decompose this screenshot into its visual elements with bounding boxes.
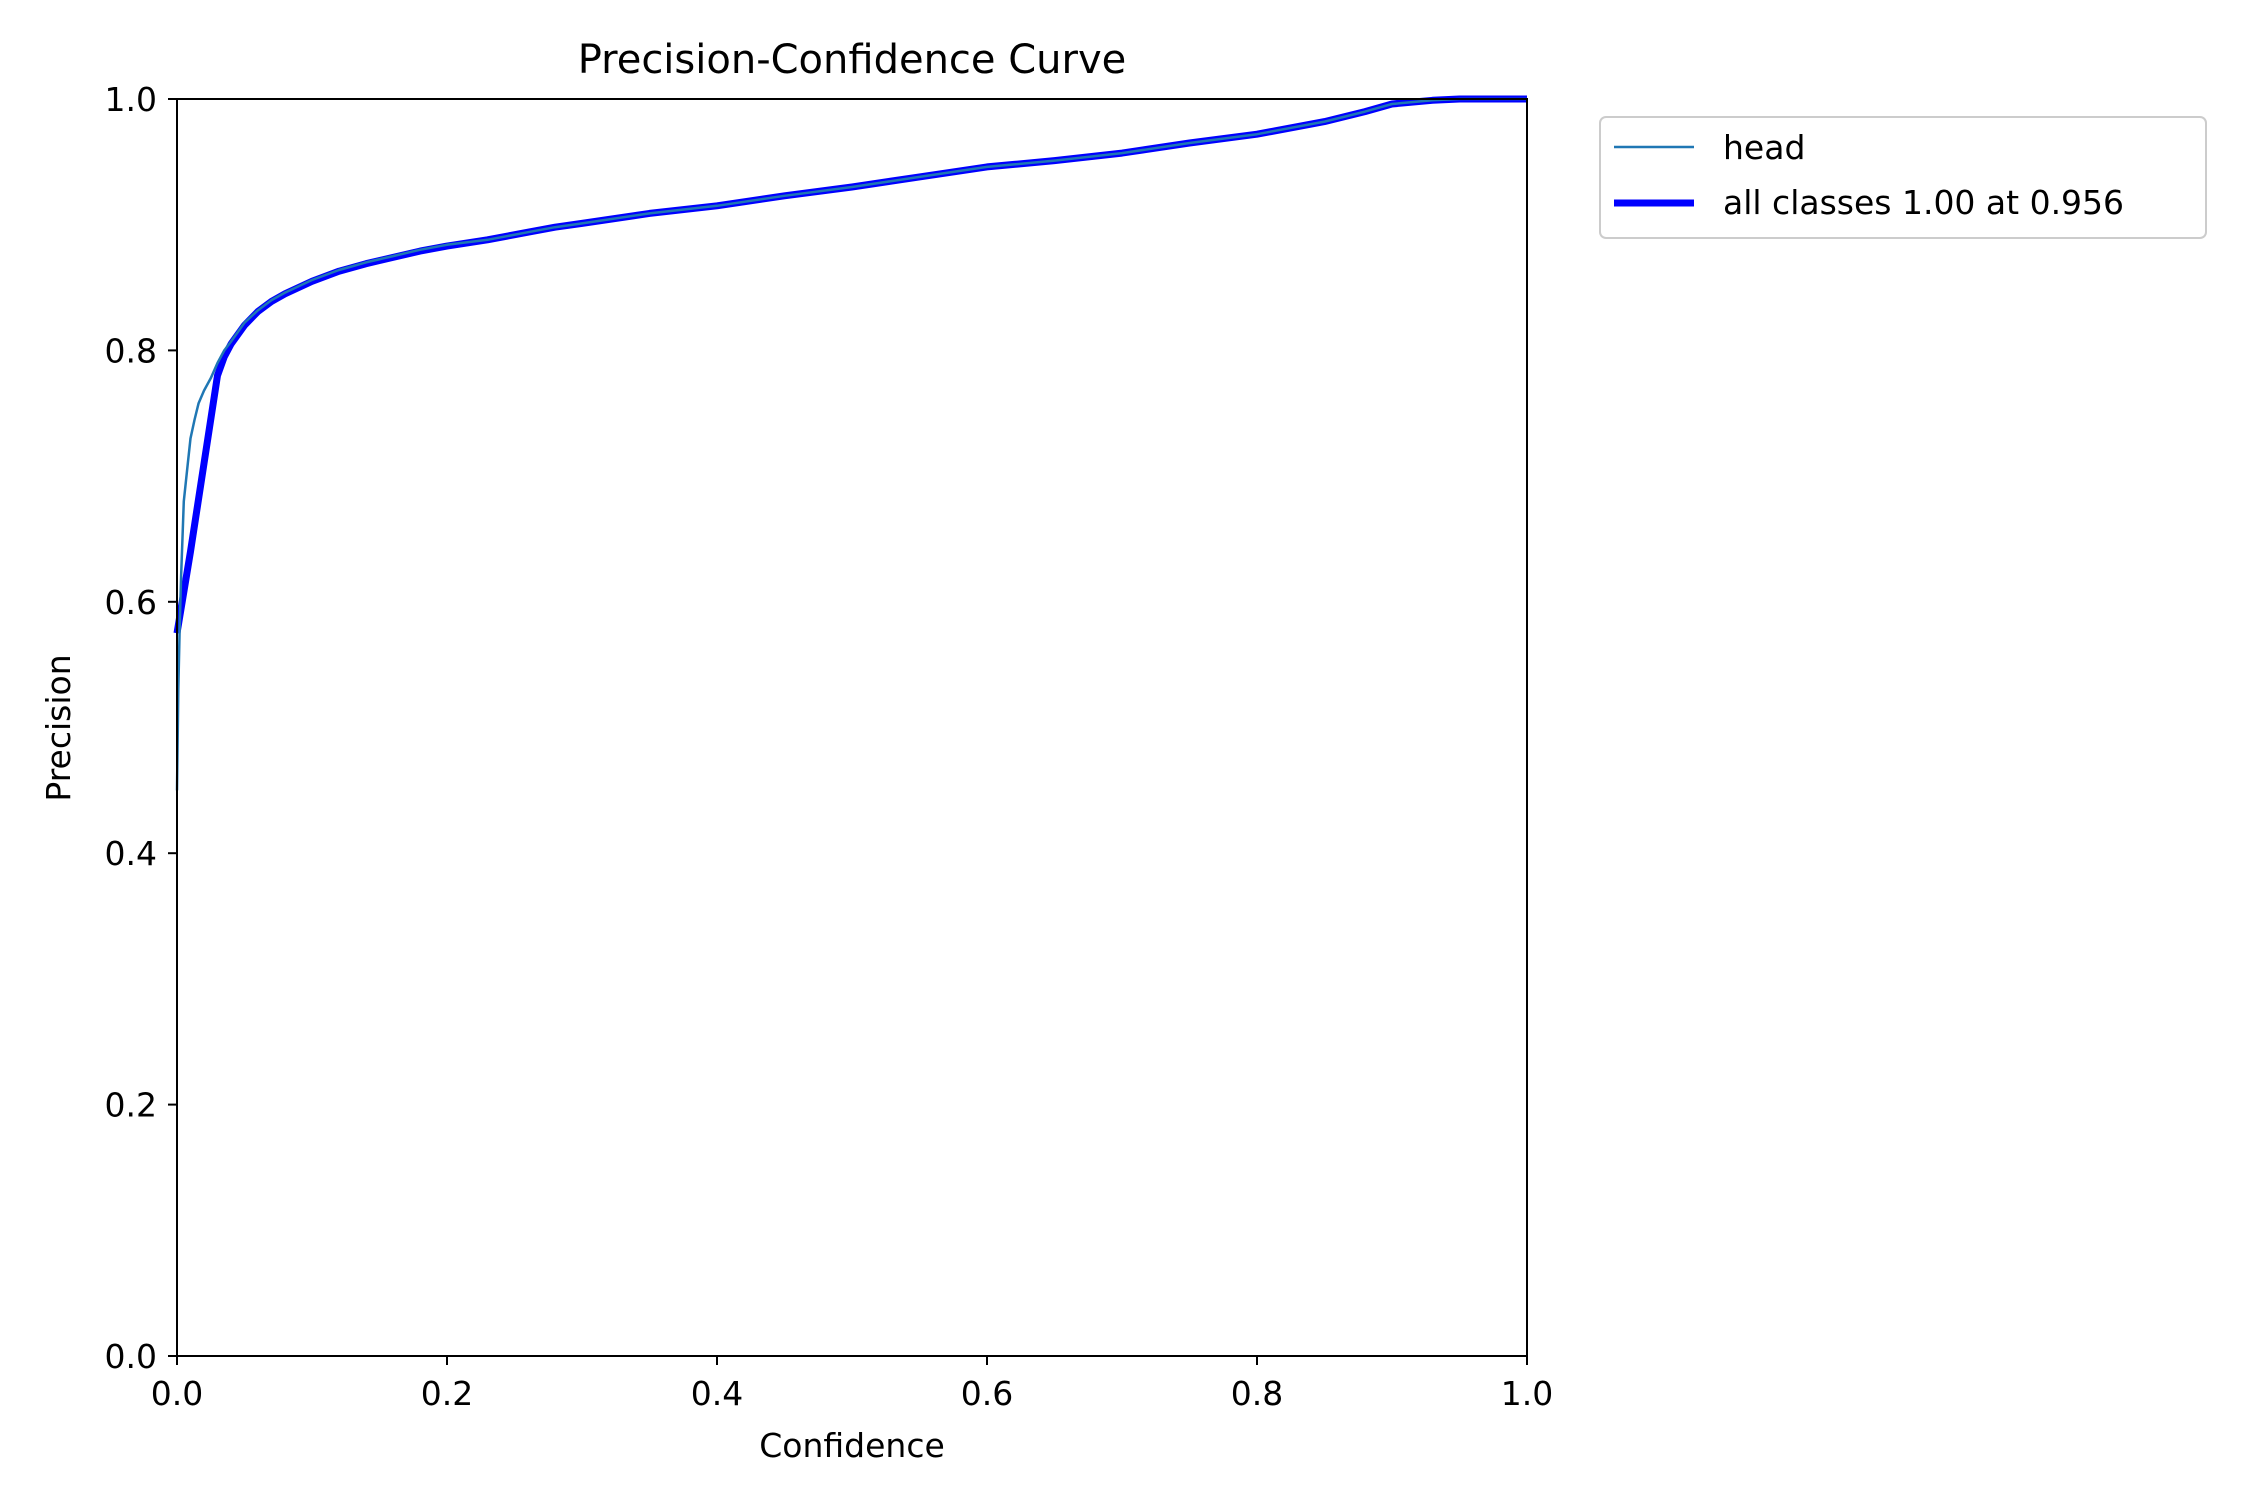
x-tick-label: 0.6 <box>961 1374 1013 1413</box>
y-tick-label: 0.0 <box>105 1337 157 1376</box>
tick-layer: 0.0 0.2 0.4 0.6 0.8 1.0 0.0 0.2 0.4 0.6 0.8 1.0 <box>105 80 1554 1413</box>
legend-label-head: head <box>1723 128 1805 167</box>
y-tick-label: 0.4 <box>105 834 157 873</box>
y-tick-label: 1.0 <box>105 80 157 119</box>
x-tick-label: 0.2 <box>421 1374 473 1413</box>
y-tick-label: 0.8 <box>105 331 157 370</box>
chart-title: Precision-Confidence Curve <box>578 37 1127 83</box>
series-layer <box>173 95 1527 791</box>
x-axis-label: Confidence <box>759 1426 945 1465</box>
x-tick-label: 0.4 <box>691 1374 743 1413</box>
plot-frame <box>176 98 1528 1357</box>
y-tick-label: 0.2 <box>105 1086 157 1125</box>
legend: head all classes 1.00 at 0.956 <box>1599 116 2207 239</box>
x-tick-label: 0.0 <box>151 1374 203 1413</box>
series-line-1 <box>173 95 1527 634</box>
x-tick-label: 0.8 <box>1231 1374 1283 1413</box>
legend-frame <box>1599 116 2207 239</box>
x-tick-label: 1.0 <box>1501 1374 1553 1413</box>
y-tick-label: 0.6 <box>105 583 157 622</box>
y-axis-label: Precision <box>39 654 78 801</box>
legend-label-all-classes: all classes 1.00 at 0.956 <box>1723 183 2124 222</box>
series-line-0 <box>175 97 1527 791</box>
